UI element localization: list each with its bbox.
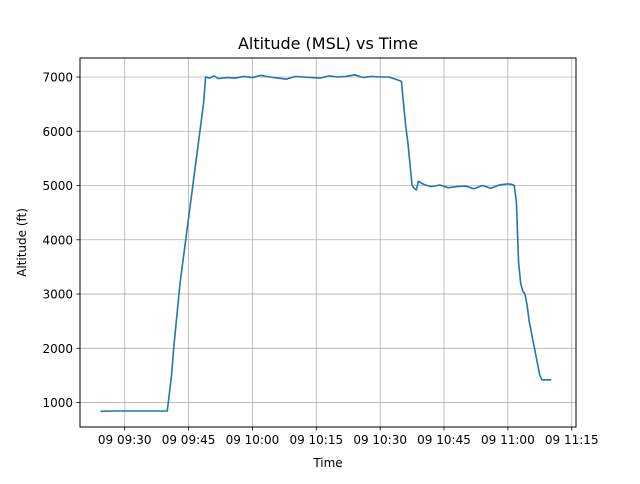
y-tick-label: 6000 <box>42 125 73 139</box>
x-tick-label: 09 09:45 <box>162 433 216 447</box>
y-tick-label: 7000 <box>42 70 73 84</box>
x-axis-ticks: 09 09:30 09 09:45 09 10:00 09 10:15 09 10:30… <box>98 427 599 447</box>
x-tick-label: 09 10:30 <box>353 433 407 447</box>
y-tick-label: 3000 <box>42 288 73 302</box>
y-tick-label: 2000 <box>42 342 73 356</box>
y-axis-label: Altitude (ft) <box>15 208 29 277</box>
y-tick-label: 4000 <box>42 233 73 247</box>
series-layer <box>100 74 552 413</box>
altitude-series-line <box>100 74 552 413</box>
x-tick-label: 09 10:00 <box>226 433 280 447</box>
x-tick-label: 09 09:30 <box>98 433 152 447</box>
y-axis-ticks: 1000 2000 3000 4000 5000 6000 7000 <box>42 70 80 410</box>
x-tick-label: 09 10:45 <box>417 433 471 447</box>
chart-title: Altitude (MSL) vs Time <box>238 34 418 53</box>
x-tick-label: 09 11:15 <box>545 433 599 447</box>
y-tick-label: 5000 <box>42 179 73 193</box>
x-axis-label: Time <box>312 456 342 470</box>
y-tick-label: 1000 <box>42 396 73 410</box>
x-tick-label: 09 11:00 <box>481 433 535 447</box>
plot-frame <box>79 57 577 428</box>
x-tick-label: 09 10:15 <box>289 433 343 447</box>
